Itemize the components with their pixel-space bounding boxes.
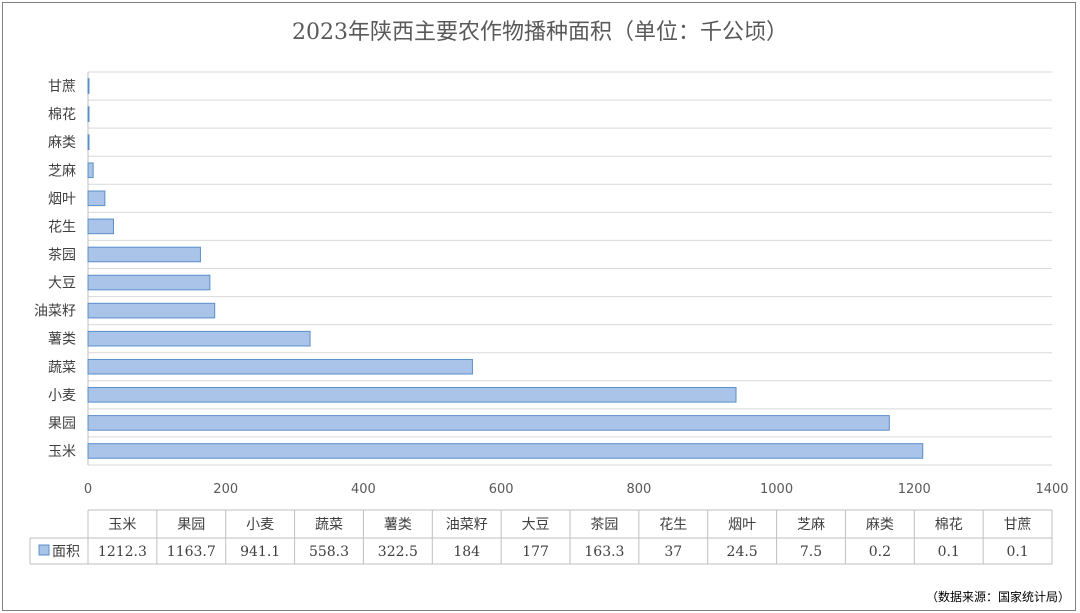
bar — [87, 134, 90, 150]
x-tick-label: 400 — [351, 482, 376, 497]
category-label: 果园 — [48, 416, 76, 432]
table-header-cell: 玉米 — [108, 517, 136, 533]
table-value-cell: 1212.3 — [98, 544, 147, 560]
category-label: 花生 — [48, 219, 76, 235]
bar — [87, 218, 114, 235]
table-value-cell: 177 — [522, 544, 549, 560]
table-value-cell: 37 — [664, 544, 682, 560]
table-header-cell: 小麦 — [246, 517, 274, 533]
category-label: 玉米 — [48, 444, 76, 460]
x-tick-label: 1400 — [1035, 482, 1068, 497]
category-label: 烟叶 — [48, 191, 76, 207]
table-header-cell: 甘蔗 — [1004, 517, 1032, 533]
table-header-cell: 茶园 — [590, 517, 618, 533]
table-value-cell: 7.5 — [800, 544, 822, 560]
category-label: 芝麻 — [48, 163, 76, 179]
table-value-cell: 0.1 — [938, 544, 960, 560]
table-header-cell: 蔬菜 — [315, 517, 343, 533]
table-header-cell: 薯类 — [384, 517, 412, 533]
table-header-cell: 芝麻 — [797, 517, 825, 533]
table-value-cell: 1163.7 — [167, 544, 216, 560]
table-header-cell: 棉花 — [935, 516, 963, 533]
bar — [87, 190, 106, 207]
bar — [87, 443, 924, 459]
table-header-cell: 果园 — [177, 517, 205, 533]
table-value-cell: 322.5 — [378, 544, 418, 560]
table-value-cell: 184 — [453, 544, 480, 560]
x-tick-label: 200 — [213, 482, 238, 497]
table-header-cell: 油菜籽 — [446, 517, 488, 533]
table-value-cell: 941.1 — [240, 544, 280, 560]
category-label: 薯类 — [48, 332, 76, 348]
category-label: 油菜籽 — [34, 304, 76, 320]
x-tick-label: 1200 — [898, 482, 931, 497]
table-header-cell: 花生 — [659, 517, 687, 533]
chart-title: 2023年陕西主要农作物播种面积（单位：千公顷） — [292, 20, 788, 45]
x-tick-label: 1000 — [760, 482, 793, 497]
table-header-cell: 麻类 — [866, 517, 894, 533]
category-label: 麻类 — [48, 135, 76, 151]
table-value-cell: 24.5 — [727, 544, 758, 560]
data-source-note: （数据来源：国家统计局） — [925, 590, 1070, 604]
category-label: 蔬菜 — [48, 360, 76, 376]
category-label: 小麦 — [48, 388, 76, 404]
legend-swatch — [38, 544, 50, 556]
table-value-cell: 0.1 — [1006, 544, 1028, 560]
bar — [87, 162, 94, 179]
category-label: 甘蔗 — [48, 79, 76, 95]
category-label: 棉花 — [48, 106, 76, 123]
table-header-cell: 烟叶 — [728, 517, 756, 533]
bar — [87, 274, 211, 291]
bar — [87, 387, 737, 403]
table-value-cell: 558.3 — [309, 544, 349, 560]
x-tick-label: 0 — [84, 482, 92, 497]
x-tick-label: 800 — [626, 482, 651, 497]
table-value-cell: 163.3 — [584, 544, 624, 560]
bar — [87, 358, 473, 375]
category-label: 茶园 — [48, 247, 76, 263]
bar — [87, 330, 311, 347]
category-label: 大豆 — [48, 276, 76, 292]
bar — [87, 302, 216, 319]
table-header-cell: 大豆 — [522, 517, 550, 533]
bar — [87, 415, 890, 431]
x-tick-label: 600 — [489, 482, 514, 497]
bar — [87, 78, 90, 94]
table-value-cell: 0.2 — [869, 544, 891, 560]
bar — [87, 246, 201, 263]
bar — [87, 106, 90, 122]
legend-label: 面积 — [52, 544, 80, 560]
